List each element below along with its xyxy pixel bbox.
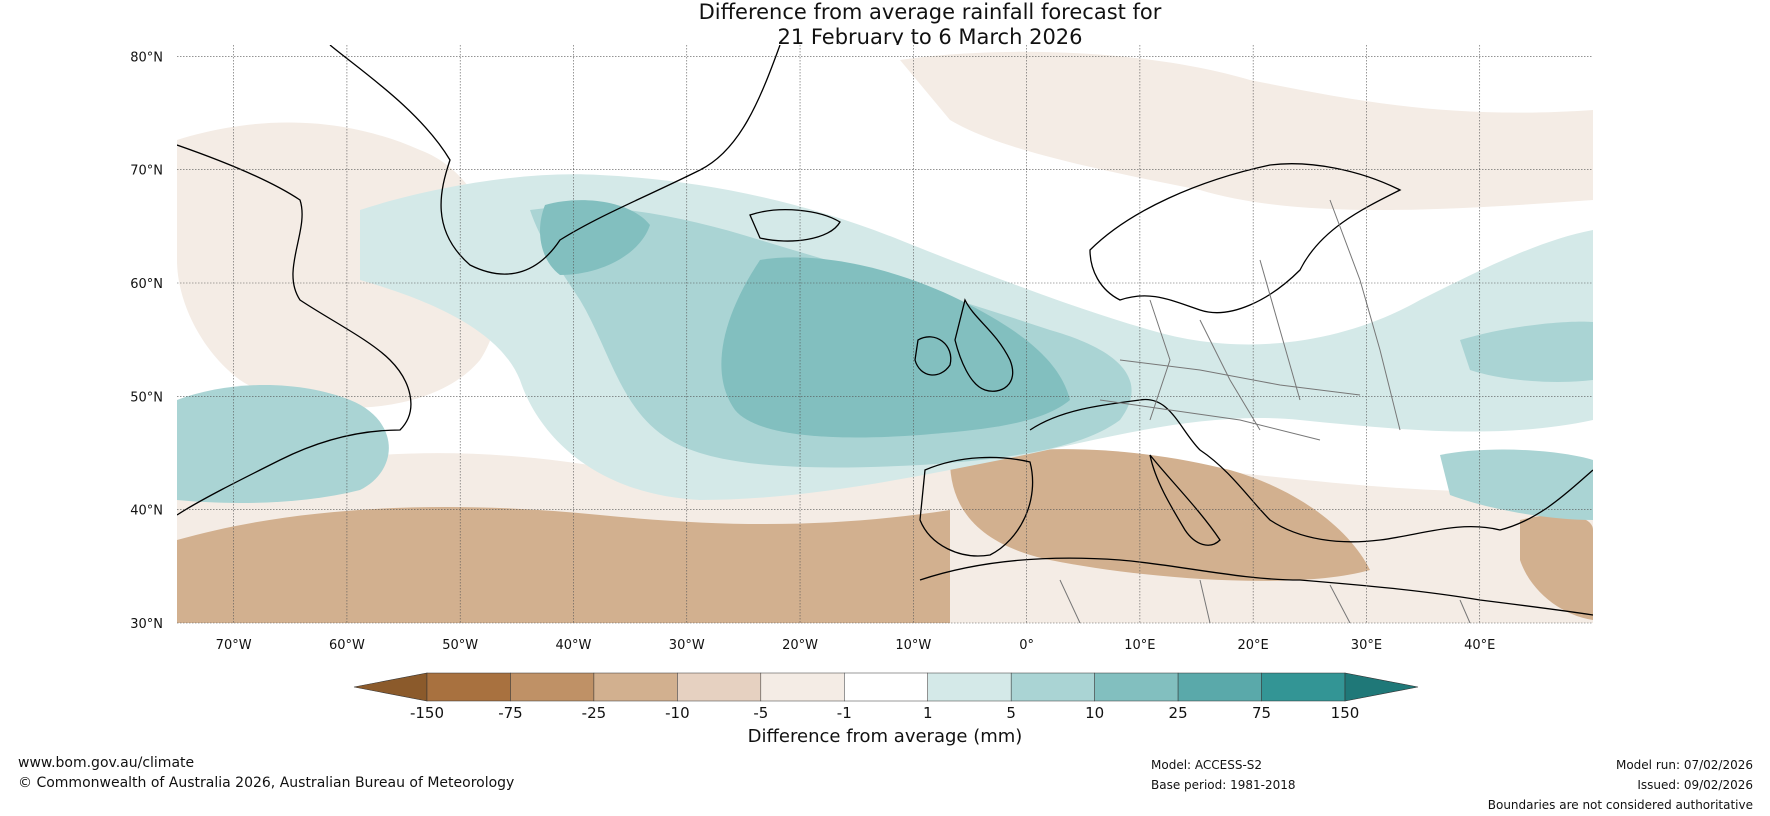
- footer-base-period: Base period: 1981-2018: [1151, 778, 1296, 792]
- colorbar-tick-label: 10: [1085, 704, 1104, 722]
- footer-website: www.bom.gov.au/climate: [18, 755, 195, 771]
- coast-north-america: [177, 144, 412, 516]
- coast-ireland: [914, 336, 952, 376]
- coast-iberia: [919, 456, 1034, 557]
- lon-tick-label: 70°W: [216, 638, 252, 653]
- lon-tick-label: 10°W: [895, 638, 931, 653]
- colorbar-segment: [677, 672, 762, 702]
- coast-iceland: [749, 209, 841, 242]
- colorbar-segment: [1010, 672, 1095, 702]
- colorbar-tick-label: 150: [1331, 704, 1360, 722]
- colorbar-tick-label: 75: [1252, 704, 1271, 722]
- lon-tick-label: 40°W: [556, 638, 592, 653]
- colorbar-tick-label: 1: [923, 704, 933, 722]
- lat-tick-label: 40°N: [130, 504, 163, 519]
- footer-model: Model: ACCESS-S2: [1151, 758, 1263, 772]
- dry-region-mediterranean: [950, 449, 1370, 581]
- lon-tick-label: 20°E: [1238, 638, 1269, 653]
- colorbar-extend-high: [1344, 672, 1419, 702]
- wet-region-russia: [1460, 321, 1593, 382]
- lon-tick-label: 60°W: [329, 638, 365, 653]
- dry-region-subtropics: [177, 507, 950, 623]
- lon-tick-label: 10°E: [1124, 638, 1155, 653]
- colorbar: -150 -75 -25 -10 -5 -1 1 5 10 25 75 150: [353, 672, 1419, 722]
- graticule: [177, 45, 1593, 624]
- colorbar-segment: [1177, 672, 1262, 702]
- colorbar-tick-label: -1: [837, 704, 852, 722]
- coastlines: [177, 45, 1593, 616]
- coast-greenland: [329, 45, 781, 275]
- coast-uk: [954, 298, 1014, 392]
- footer-copyright: © Commonwealth of Australia 2026, Austra…: [18, 775, 515, 791]
- colorbar-segment: [426, 672, 511, 702]
- colorbar-segment: [760, 672, 845, 702]
- colorbar-segment: [927, 672, 1012, 702]
- map-title: Difference from average rainfall forecas…: [0, 0, 1770, 50]
- lat-tick-label: 30°N: [130, 617, 163, 632]
- lon-tick-label: 20°W: [782, 638, 818, 653]
- colorbar-tick-label: -10: [665, 704, 690, 722]
- lon-tick-label: 50°W: [442, 638, 478, 653]
- colorbar-segment: [1261, 672, 1346, 702]
- colorbar-extend-low: [353, 672, 428, 702]
- wet-region-greenland: [540, 200, 650, 275]
- footer-model-run: Model run: 07/02/2026: [1615, 758, 1753, 772]
- colorbar-segment: [593, 672, 678, 702]
- lat-tick-label: 60°N: [130, 277, 163, 292]
- title-line-1: Difference from average rainfall forecas…: [698, 0, 1162, 24]
- colorbar-segment: [510, 672, 595, 702]
- lat-tick-label: 70°N: [130, 164, 163, 179]
- footer-disclaimer: Boundaries are not considered authoritat…: [1487, 798, 1753, 812]
- lon-tick-label: 0°: [1019, 638, 1034, 653]
- colorbar-tick-label: -25: [582, 704, 607, 722]
- colorbar-segment: [1094, 672, 1179, 702]
- coast-north-africa: [919, 557, 1593, 616]
- colorbar-tick-label: 5: [1006, 704, 1016, 722]
- lat-tick-label: 50°N: [130, 390, 163, 405]
- wet-region-core: [721, 257, 1070, 438]
- coast-italy: [1149, 454, 1221, 546]
- dry-region-east: [1520, 514, 1593, 620]
- map-plot-area: [177, 45, 1593, 623]
- wet-region-newfoundland: [177, 385, 389, 503]
- colorbar-tick-label: 25: [1169, 704, 1188, 722]
- lon-tick-label: 40°E: [1464, 638, 1495, 653]
- country-borders: [1059, 199, 1471, 623]
- colorbar-tick-label: -5: [753, 704, 768, 722]
- colorbar-tick-label: -150: [410, 704, 444, 722]
- lat-tick-label: 80°N: [130, 50, 163, 65]
- colorbar-tick-label: -75: [498, 704, 523, 722]
- longitude-labels: 70°W 60°W 50°W 40°W 30°W 20°W 10°W 0° 10°E 20°E 30…: [216, 638, 1496, 653]
- dry-region-arctic: [900, 51, 1593, 210]
- coast-scandinavia: [1089, 163, 1402, 314]
- colorbar-title: Difference from average (mm): [747, 726, 1023, 747]
- latitude-labels: 30°N 40°N 50°N 60°N 70°N 80°N: [130, 50, 163, 632]
- lon-tick-label: 30°W: [669, 638, 705, 653]
- lon-tick-label: 30°E: [1351, 638, 1382, 653]
- colorbar-segment: [844, 672, 928, 702]
- footer-issued: Issued: 09/02/2026: [1637, 778, 1753, 792]
